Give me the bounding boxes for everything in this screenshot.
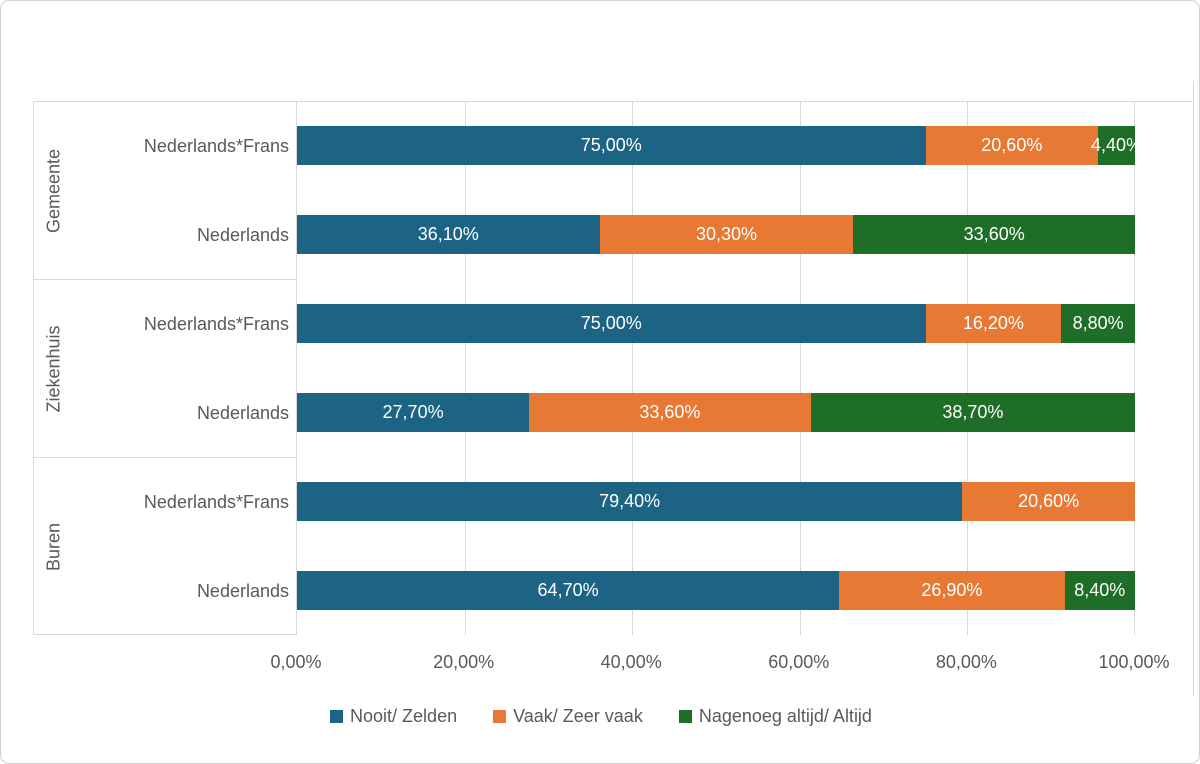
- bar-row: 79,40% 20,60%: [297, 457, 1135, 546]
- bar-row: 64,70% 26,90% 8,40%: [297, 546, 1135, 635]
- category-label: Nederlands*Frans: [143, 492, 289, 512]
- category-group-cell: [34, 280, 296, 458]
- legend-item-label: Nooit/ Zelden: [350, 705, 458, 726]
- data-label: 20,60%: [1018, 491, 1080, 511]
- data-label: 30,30%: [695, 224, 757, 244]
- bar-row: 75,00% 20,60% 4,40%: [297, 101, 1135, 190]
- x-axis-tick-label: 40,00%: [600, 652, 662, 672]
- data-label: 26,90%: [921, 580, 983, 600]
- category-axis-box: Gemeente Ziekenhuis Buren Nederlands*Frans N…: [33, 101, 297, 635]
- x-axis-tick-label: 60,00%: [768, 652, 830, 672]
- group-label: Buren: [43, 522, 64, 572]
- bar-segment-vaak-zeer-vaak: [599, 215, 854, 254]
- data-label: 33,60%: [963, 224, 1025, 244]
- plot-right-border: [1193, 81, 1194, 696]
- data-label: 75,00%: [580, 135, 642, 155]
- gridline: [967, 101, 968, 635]
- x-axis-tick-label: 80,00%: [935, 652, 997, 672]
- bar-segment-nooit-zelden: [297, 304, 926, 343]
- data-label: 8,40%: [1074, 580, 1126, 600]
- bar-segment-vaak-zeer-vaak: [962, 482, 1135, 521]
- plot-area: 75,00% 20,60% 4,40% 36,10% 30,30% 33,60% 75,00…: [297, 101, 1135, 635]
- legend-swatch: [493, 709, 507, 723]
- bar-segment-nooit-zelden: [297, 215, 600, 254]
- gridline: [632, 101, 633, 635]
- category-label: Nederlands: [196, 403, 289, 423]
- bar-segment-nagenoeg-altijd: [810, 393, 1135, 432]
- legend-item: Vaak/ Zeer vaak: [493, 706, 643, 727]
- bar-row: 36,10% 30,30% 33,60%: [297, 190, 1135, 279]
- plot-top-border: [33, 101, 1193, 102]
- x-axis-tick-label: 0,00%: [270, 652, 322, 672]
- legend-swatch: [678, 709, 692, 723]
- bar-segment-vaak-zeer-vaak: [529, 393, 811, 432]
- legend-item: Nagenoeg altijd/ Altijd: [678, 705, 872, 727]
- bar-segment-vaak-zeer-vaak: [839, 571, 1065, 610]
- category-group-cell: [34, 102, 296, 280]
- data-label: 33,60%: [639, 402, 701, 422]
- x-axis-tick-label: 100,00%: [1098, 652, 1170, 672]
- data-label: 38,70%: [942, 402, 1004, 422]
- data-label: 36,10%: [417, 224, 479, 244]
- data-label: 20,60%: [981, 135, 1043, 155]
- bar-segment-nagenoeg-altijd: [1098, 126, 1135, 165]
- category-label: Nederlands*Frans: [143, 136, 289, 156]
- legend-item-label: Nagenoeg altijd/ Altijd: [698, 705, 872, 726]
- bar-segment-nagenoeg-altijd: [1061, 304, 1135, 343]
- category-label: Nederlands: [196, 581, 289, 601]
- data-label: 4,40%: [1091, 135, 1135, 155]
- data-label: 27,70%: [382, 402, 444, 422]
- legend-swatch: [330, 709, 344, 723]
- bar-segment-nagenoeg-altijd: [1064, 571, 1135, 610]
- data-label: 64,70%: [537, 580, 599, 600]
- bar-row: 75,00% 16,20% 8,80%: [297, 279, 1135, 368]
- gridline: [800, 101, 801, 635]
- legend-item: Nooit/ Zelden: [330, 706, 457, 727]
- legend-item-label: Vaak/ Zeer vaak: [513, 705, 643, 726]
- bar-segment-vaak-zeer-vaak: [925, 304, 1062, 343]
- legend: Nooit/ Zelden Vaak/ Zeer vaak Nagenoeg alt…: [1, 702, 1199, 730]
- category-label: Nederlands*Frans: [143, 314, 289, 334]
- x-axis: 0,00% 20,00% 40,00% 60,00% 80,00% 100,00%: [1, 652, 1199, 676]
- gridline: [1134, 101, 1135, 635]
- group-label: Gemeente: [43, 148, 64, 234]
- bar-row: 27,70% 33,60% 38,70%: [297, 368, 1135, 457]
- data-label: 79,40%: [599, 491, 661, 511]
- x-axis-tick-label: 20,00%: [433, 652, 495, 672]
- bar-segment-vaak-zeer-vaak: [925, 126, 1099, 165]
- bar-segment-nooit-zelden: [297, 571, 840, 610]
- category-label: Nederlands: [196, 225, 289, 245]
- bar-segment-nooit-zelden: [297, 393, 530, 432]
- bar-segment-nagenoeg-altijd: [853, 215, 1135, 254]
- data-label: 75,00%: [580, 313, 642, 333]
- group-label: Ziekenhuis: [43, 325, 64, 413]
- data-label: 16,20%: [962, 313, 1024, 333]
- gridline: [465, 101, 466, 635]
- bar-segment-nooit-zelden: [297, 482, 963, 521]
- bar-segment-nooit-zelden: [297, 126, 926, 165]
- data-label: 8,80%: [1072, 313, 1124, 333]
